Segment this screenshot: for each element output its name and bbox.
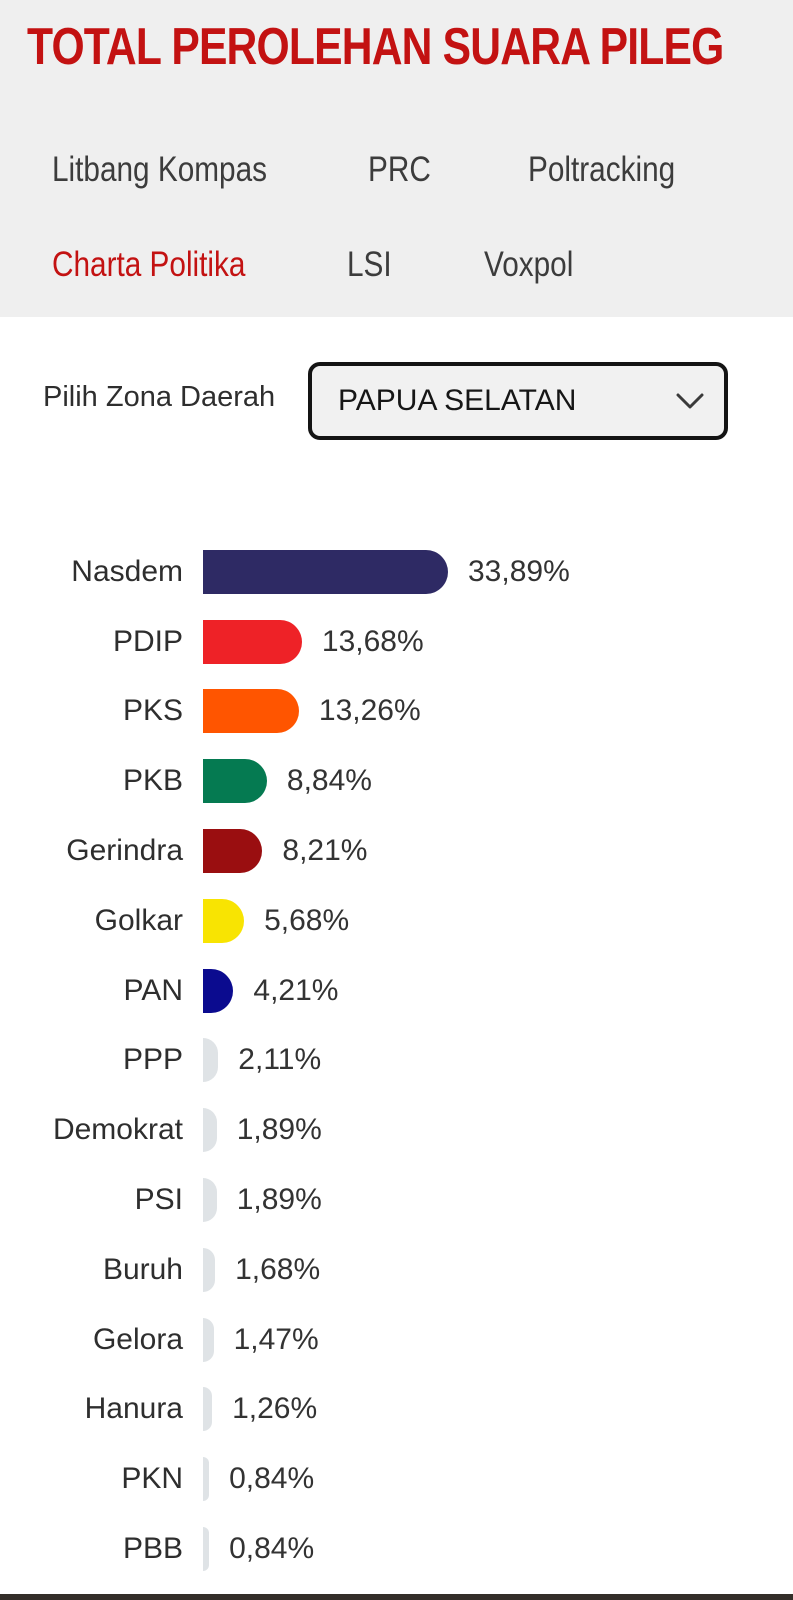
tab-voxpol[interactable]: Voxpol (484, 245, 574, 284)
value-label: 8,21% (282, 834, 368, 868)
bar (203, 968, 234, 1013)
party-label: Hanura (84, 1392, 183, 1426)
chart-row: Hanura 1,26% (0, 1375, 793, 1445)
value-label: 1,26% (232, 1392, 318, 1426)
value-label: 1,47% (233, 1322, 319, 1356)
header: TOTAL PEROLEHAN SUARA PILEG Litbang Komp… (0, 0, 793, 317)
party-label: Gelora (92, 1322, 183, 1356)
party-label: Demokrat (52, 1113, 183, 1147)
zone-select-value: PAPUA SELATAN (338, 384, 577, 417)
value-label: 4,21% (253, 973, 339, 1007)
value-label: 1,89% (236, 1183, 322, 1217)
chart-row: Golkar 5,68% (0, 886, 793, 956)
chart-row: Buruh 1,68% (0, 1235, 793, 1305)
party-label: Nasdem (71, 554, 183, 588)
party-label: Gerindra (66, 834, 183, 868)
chart-row: PKN 0,84% (0, 1444, 793, 1514)
value-label: 5,68% (264, 903, 350, 937)
party-label: PDIP (112, 624, 183, 658)
chart-row: PDIP 13,68% (0, 607, 793, 677)
bar (203, 898, 245, 943)
bar (203, 619, 302, 664)
chart-row: Demokrat 1,89% (0, 1095, 793, 1165)
tab-prc[interactable]: PRC (368, 150, 431, 189)
zone-section: Pilih Zona Daerah PAPUA SELATAN (0, 317, 793, 482)
party-label: PKS (122, 694, 183, 728)
bar (203, 1317, 214, 1362)
tab-lsi[interactable]: LSI (347, 245, 392, 284)
party-label: Golkar (94, 903, 183, 937)
bar (203, 1387, 213, 1432)
page-title: TOTAL PEROLEHAN SUARA PILEG (27, 18, 724, 76)
party-label: PAN (123, 973, 183, 1007)
value-label: 13,68% (321, 624, 424, 658)
party-label: PKB (122, 764, 183, 798)
bar (203, 1038, 219, 1083)
bar-chart: Nasdem 33,89% PDIP 13,68% PKS 13,26% PKB… (0, 537, 793, 1584)
bottom-divider (0, 1594, 793, 1600)
bar (203, 689, 299, 734)
bar (203, 1527, 210, 1572)
chart-row: PPP 2,11% (0, 1026, 793, 1096)
zone-select-label: Pilih Zona Daerah (43, 381, 276, 413)
party-label: PBB (122, 1532, 183, 1566)
tab-litbang-kompas[interactable]: Litbang Kompas (52, 150, 268, 189)
bar (203, 1247, 216, 1292)
value-label: 8,84% (286, 764, 372, 798)
chart-row: Gerindra 8,21% (0, 816, 793, 886)
tab-charta-politika[interactable]: Charta Politika (52, 245, 246, 284)
bar (203, 1108, 217, 1153)
value-label: 1,89% (236, 1113, 322, 1147)
bar (203, 1178, 217, 1223)
party-label: PPP (122, 1043, 183, 1077)
value-label: 1,68% (235, 1252, 321, 1286)
party-label: PKN (121, 1462, 183, 1496)
chart-row: PSI 1,89% (0, 1165, 793, 1235)
bar (203, 759, 267, 804)
value-label: 0,84% (229, 1462, 315, 1496)
zone-select[interactable]: PAPUA SELATAN (308, 362, 728, 440)
chart-row: Nasdem 33,89% (0, 537, 793, 607)
tab-poltracking[interactable]: Poltracking (528, 150, 676, 189)
value-label: 13,26% (318, 694, 421, 728)
chart-row: PKS 13,26% (0, 677, 793, 747)
chart-row: Gelora 1,47% (0, 1305, 793, 1375)
bar (203, 549, 448, 594)
chevron-down-icon (676, 393, 704, 408)
value-label: 33,89% (468, 554, 570, 588)
chart-row: PKB 8,84% (0, 746, 793, 816)
chart-row: PAN 4,21% (0, 956, 793, 1026)
value-label: 0,84% (229, 1532, 315, 1566)
bar (203, 1457, 210, 1502)
bar (203, 829, 263, 874)
chart-row: PBB 0,84% (0, 1514, 793, 1584)
value-label: 2,11% (238, 1043, 322, 1077)
party-label: Buruh (102, 1252, 183, 1286)
party-label: PSI (134, 1183, 183, 1217)
